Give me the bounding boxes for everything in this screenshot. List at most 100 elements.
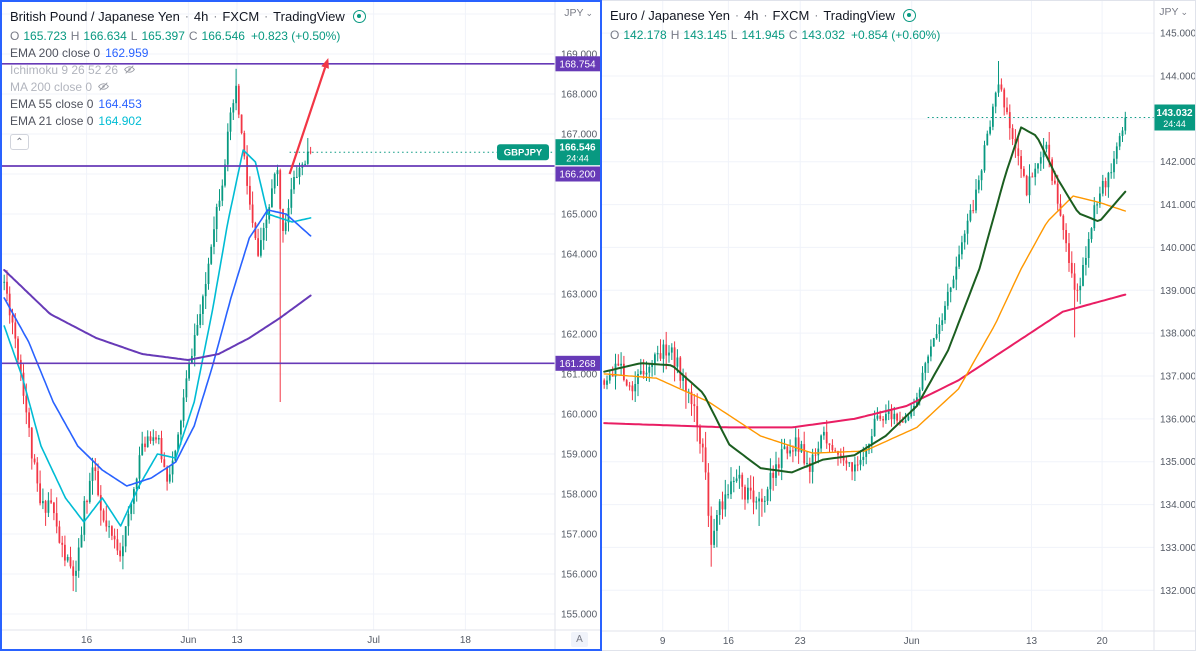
- open-label: O: [10, 29, 20, 43]
- svg-text:132.000: 132.000: [1160, 586, 1195, 597]
- platform-label: TradingView: [823, 7, 895, 23]
- currency-label: JPY: [1159, 6, 1179, 18]
- svg-text:168.000: 168.000: [561, 90, 598, 101]
- eurjpy-chart-canvas[interactable]: 132.000 133.000 134.000 135.000 136.000 137.0…: [602, 1, 1195, 650]
- close-value: 143.032: [801, 28, 845, 42]
- svg-text:143.032: 143.032: [1156, 108, 1193, 119]
- chart-panel-eurjpy[interactable]: 132.000 133.000 134.000 135.000 136.000 137.0…: [602, 0, 1196, 651]
- chart-legend-eurjpy: Euro / Japanese Yen · 4h · FXCM · Tradin…: [610, 6, 940, 43]
- live-status-icon: [352, 9, 366, 23]
- separator-dot: ·: [184, 9, 189, 23]
- separator-dot: ·: [814, 8, 819, 22]
- indicator-row-ema200[interactable]: EMA 200 close 0 162.959: [10, 45, 149, 60]
- interval-label[interactable]: 4h: [193, 8, 209, 24]
- open-value: 142.178: [623, 28, 667, 42]
- svg-text:156.000: 156.000: [561, 570, 598, 581]
- svg-text:13: 13: [1026, 636, 1038, 647]
- legend-collapse-button[interactable]: ⌃: [10, 134, 29, 150]
- svg-text:134.000: 134.000: [1160, 500, 1195, 511]
- change-value: +0.854 (+0.60%): [850, 28, 941, 42]
- change-value: +0.823 (+0.50%): [250, 29, 341, 43]
- eye-off-icon[interactable]: [123, 63, 136, 76]
- symbol-title-row[interactable]: Euro / Japanese Yen · 4h · FXCM · Tradin…: [610, 6, 940, 24]
- chevron-down-icon: ⌄: [585, 7, 593, 18]
- svg-text:138.000: 138.000: [1160, 329, 1195, 340]
- interval-label[interactable]: 4h: [744, 7, 759, 23]
- price-scale-currency-menu[interactable]: JPY ⌄: [564, 7, 593, 19]
- svg-text:137.000: 137.000: [1160, 372, 1195, 383]
- svg-text:Jun: Jun: [904, 636, 920, 647]
- svg-text:157.000: 157.000: [561, 530, 598, 541]
- symbol-title-row[interactable]: British Pound / Japanese Yen · 4h · FXCM…: [10, 7, 366, 25]
- chart-panel-gbpjpy[interactable]: 155.000 156.000 157.000 158.000 159.000 160.0…: [0, 0, 602, 651]
- svg-text:136.000: 136.000: [1160, 414, 1195, 425]
- svg-text:162.000: 162.000: [561, 330, 598, 341]
- symbol-title[interactable]: British Pound / Japanese Yen: [10, 8, 180, 24]
- chevron-down-icon: ⌄: [1180, 6, 1188, 17]
- svg-text:165.000: 165.000: [561, 210, 598, 221]
- exchange-label: FXCM: [772, 7, 810, 23]
- svg-text:167.000: 167.000: [561, 130, 598, 141]
- svg-text:159.000: 159.000: [561, 450, 598, 461]
- low-label: L: [730, 28, 738, 42]
- svg-text:164.000: 164.000: [561, 250, 598, 261]
- platform-label: TradingView: [273, 8, 345, 24]
- svg-text:168.754: 168.754: [559, 59, 596, 70]
- close-value: 166.546: [201, 29, 245, 43]
- open-label: O: [610, 28, 620, 42]
- svg-text:166.200: 166.200: [559, 170, 596, 181]
- high-value: 143.145: [683, 28, 727, 42]
- svg-text:135.000: 135.000: [1160, 457, 1195, 468]
- high-label: H: [670, 28, 680, 42]
- svg-text:158.000: 158.000: [561, 490, 598, 501]
- svg-text:GBPJPY: GBPJPY: [504, 148, 543, 159]
- svg-text:24:44: 24:44: [1163, 119, 1186, 129]
- svg-text:9: 9: [660, 636, 666, 647]
- indicator-value: 162.959: [105, 45, 149, 60]
- svg-text:16: 16: [723, 636, 735, 647]
- eye-off-icon[interactable]: [97, 80, 110, 93]
- indicator-row-ichimoku[interactable]: Ichimoku 9 26 52 26: [10, 61, 366, 78]
- currency-label: JPY: [564, 7, 584, 19]
- svg-text:155.000: 155.000: [561, 610, 598, 621]
- separator-dot: ·: [213, 9, 218, 23]
- price-scale-currency-menu[interactable]: JPY ⌄: [1159, 6, 1188, 18]
- svg-text:160.000: 160.000: [561, 410, 598, 421]
- separator-dot: ·: [735, 8, 739, 22]
- live-status-icon: [902, 8, 916, 22]
- svg-text:169.000: 169.000: [561, 50, 598, 61]
- low-value: 141.945: [741, 28, 785, 42]
- open-value: 165.723: [23, 29, 67, 43]
- svg-text:166.546: 166.546: [559, 143, 596, 154]
- svg-text:23: 23: [795, 636, 807, 647]
- svg-text:Jul: Jul: [367, 635, 380, 646]
- close-label: C: [188, 29, 198, 43]
- svg-text:140.000: 140.000: [1160, 243, 1195, 254]
- svg-text:13: 13: [231, 635, 243, 646]
- svg-text:139.000: 139.000: [1160, 286, 1195, 297]
- indicator-value: 164.453: [98, 96, 142, 111]
- svg-text:18: 18: [460, 635, 472, 646]
- svg-text:24:44: 24:44: [566, 154, 589, 164]
- indicator-row-ema21[interactable]: EMA 21 close 0 164.902: [10, 113, 142, 128]
- high-value: 166.634: [83, 29, 127, 43]
- auto-scale-button[interactable]: A: [571, 632, 588, 647]
- svg-text:142.000: 142.000: [1160, 157, 1195, 168]
- ohlc-row: O 142.178 H 143.145 L 141.945 C 143.032 +0.8…: [610, 27, 940, 43]
- separator-dot: ·: [264, 9, 269, 23]
- indicator-row-ma200[interactable]: MA 200 close 0: [10, 78, 366, 95]
- svg-text:Jun: Jun: [180, 635, 196, 646]
- indicator-row-ema55[interactable]: EMA 55 close 0 164.453: [10, 96, 142, 111]
- svg-text:144.000: 144.000: [1160, 72, 1195, 83]
- svg-text:16: 16: [81, 635, 93, 646]
- svg-text:161.000: 161.000: [561, 370, 598, 381]
- gbpjpy-chart-canvas[interactable]: 155.000 156.000 157.000 158.000 159.000 160.0…: [2, 2, 600, 649]
- symbol-title[interactable]: Euro / Japanese Yen: [610, 7, 730, 23]
- low-label: L: [130, 29, 138, 43]
- svg-text:133.000: 133.000: [1160, 543, 1195, 554]
- chart-legend-gbpjpy: British Pound / Japanese Yen · 4h · FXCM…: [10, 7, 366, 150]
- separator-dot: ·: [763, 8, 768, 22]
- indicator-value: 164.902: [98, 113, 142, 128]
- svg-text:141.000: 141.000: [1160, 200, 1195, 211]
